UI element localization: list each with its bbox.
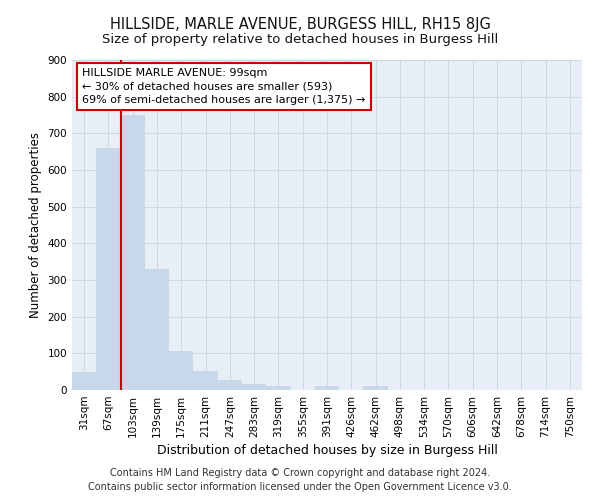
Bar xyxy=(266,386,290,390)
Bar xyxy=(242,384,266,390)
Text: HILLSIDE MARLE AVENUE: 99sqm
← 30% of detached houses are smaller (593)
69% of s: HILLSIDE MARLE AVENUE: 99sqm ← 30% of de… xyxy=(82,68,365,104)
Text: Size of property relative to detached houses in Burgess Hill: Size of property relative to detached ho… xyxy=(102,32,498,46)
Text: Contains HM Land Registry data © Crown copyright and database right 2024.
Contai: Contains HM Land Registry data © Crown c… xyxy=(88,468,512,492)
Bar xyxy=(218,380,242,390)
Bar xyxy=(169,351,193,390)
X-axis label: Distribution of detached houses by size in Burgess Hill: Distribution of detached houses by size … xyxy=(157,444,497,457)
Bar xyxy=(145,269,169,390)
Bar xyxy=(72,372,96,390)
Text: HILLSIDE, MARLE AVENUE, BURGESS HILL, RH15 8JG: HILLSIDE, MARLE AVENUE, BURGESS HILL, RH… xyxy=(110,18,490,32)
Bar xyxy=(315,386,339,390)
Bar xyxy=(193,371,218,390)
Bar xyxy=(96,148,121,390)
Bar xyxy=(364,386,388,390)
Bar xyxy=(121,115,145,390)
Y-axis label: Number of detached properties: Number of detached properties xyxy=(29,132,42,318)
